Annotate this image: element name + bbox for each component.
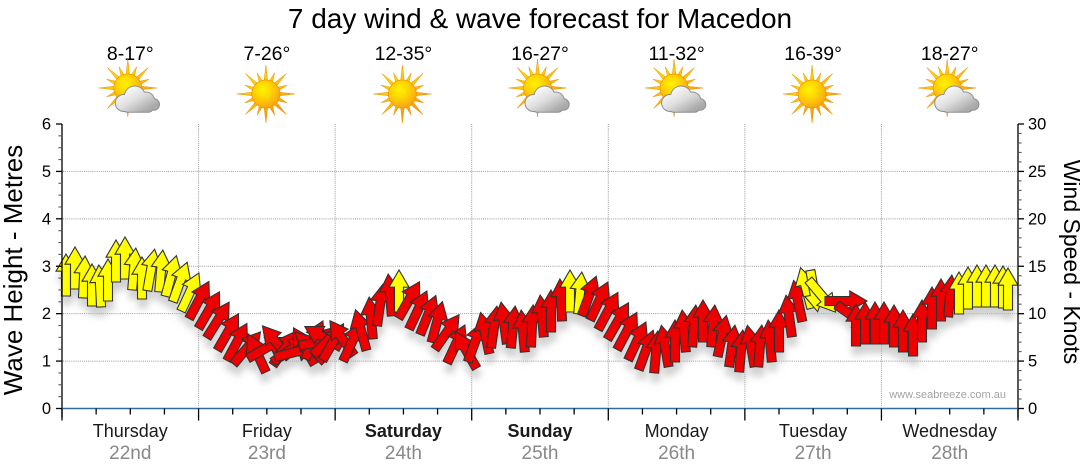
svg-text:0: 0: [42, 400, 51, 418]
svg-text:25: 25: [1028, 163, 1046, 181]
svg-text:Wave Height - Metres: Wave Height - Metres: [0, 145, 28, 395]
svg-text:27th: 27th: [795, 443, 832, 464]
svg-text:Saturday: Saturday: [365, 421, 442, 441]
svg-text:2: 2: [42, 305, 51, 323]
svg-text:8-17°: 8-17°: [107, 43, 154, 65]
svg-text:16-27°: 16-27°: [511, 43, 569, 65]
svg-text:6: 6: [42, 116, 51, 134]
svg-text:16-39°: 16-39°: [784, 43, 842, 65]
svg-text:5: 5: [42, 163, 51, 181]
svg-text:Monday: Monday: [645, 421, 709, 441]
svg-text:12-35°: 12-35°: [375, 43, 433, 65]
svg-text:7-26°: 7-26°: [243, 43, 290, 65]
svg-text:Wind Speed - Knots: Wind Speed - Knots: [1059, 160, 1080, 365]
svg-text:11-32°: 11-32°: [648, 43, 704, 65]
svg-text:28th: 28th: [931, 443, 968, 464]
svg-text:4: 4: [42, 210, 51, 228]
svg-text:18-27°: 18-27°: [921, 43, 979, 65]
svg-text:5: 5: [1028, 353, 1037, 371]
svg-text:24th: 24th: [385, 443, 422, 464]
svg-text:Thursday: Thursday: [93, 421, 168, 441]
svg-text:Wednesday: Wednesday: [902, 421, 997, 441]
svg-text:30: 30: [1028, 116, 1046, 134]
svg-text:22nd: 22nd: [109, 443, 151, 464]
svg-text:0: 0: [1028, 400, 1037, 418]
svg-text:1: 1: [42, 353, 51, 371]
svg-text:3: 3: [42, 258, 51, 276]
svg-text:10: 10: [1028, 305, 1046, 323]
svg-text:23rd: 23rd: [248, 443, 286, 464]
svg-text:26th: 26th: [658, 443, 695, 464]
svg-text:Tuesday: Tuesday: [779, 421, 847, 441]
svg-text:Friday: Friday: [242, 421, 292, 441]
svg-text:Sunday: Sunday: [507, 421, 572, 441]
svg-text:20: 20: [1028, 210, 1046, 228]
svg-text:7 day wind & wave forecast for: 7 day wind & wave forecast for Macedon: [288, 3, 792, 34]
svg-text:www.seabreeze.com.au: www.seabreeze.com.au: [888, 389, 1006, 401]
svg-text:25th: 25th: [522, 443, 559, 464]
svg-text:15: 15: [1028, 258, 1046, 276]
